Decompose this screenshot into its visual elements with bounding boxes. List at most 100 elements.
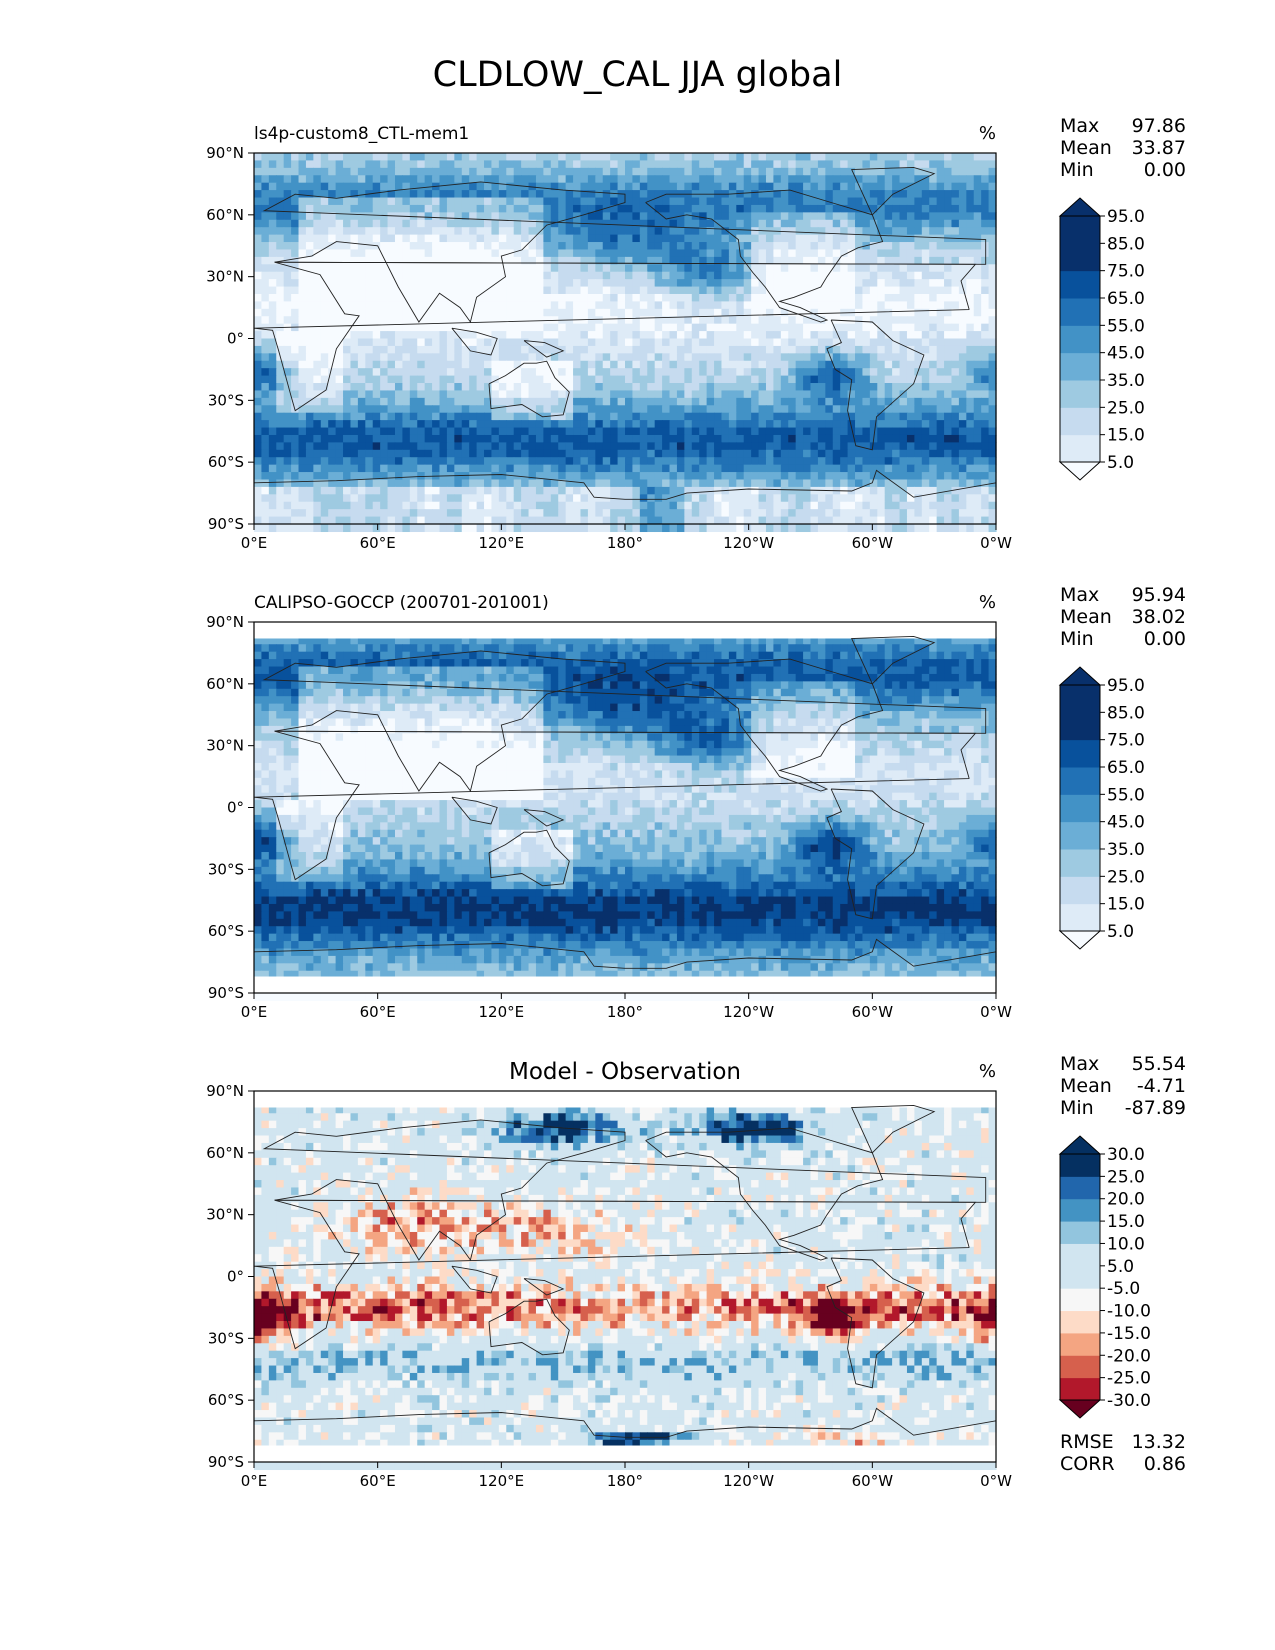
field-cell: [298, 279, 307, 288]
field-cell: [988, 405, 997, 414]
field-cell: [884, 219, 893, 228]
field-cell: [372, 420, 381, 429]
field-cell: [320, 308, 329, 317]
field-cell: [446, 383, 455, 392]
field-cell: [714, 360, 723, 369]
field-cell: [595, 293, 604, 302]
field-cell: [291, 301, 300, 310]
field-cell: [788, 271, 797, 280]
field-cell: [439, 175, 448, 184]
field-cell: [691, 264, 700, 273]
field-cell: [424, 412, 433, 421]
field-cell: [528, 472, 537, 481]
field-cell: [981, 293, 990, 302]
field-cell: [543, 457, 552, 466]
field-cell: [424, 368, 433, 377]
field-cell: [966, 301, 975, 310]
field-cell: [402, 293, 411, 302]
field-cell: [847, 434, 856, 443]
field-cell: [506, 197, 515, 206]
field-cell: [343, 301, 352, 310]
field-cell: [699, 308, 708, 317]
field-cell: [855, 486, 864, 495]
field-cell: [305, 190, 314, 199]
field-cell: [484, 323, 493, 332]
field-cell: [320, 242, 329, 251]
field-cell: [469, 242, 478, 251]
field-cell: [906, 501, 915, 510]
field-cell: [268, 190, 277, 199]
field-cell: [691, 405, 700, 414]
field-cell: [714, 293, 723, 302]
field-cell: [550, 234, 559, 243]
field-cell: [305, 449, 314, 458]
field-cell: [743, 197, 752, 206]
field-cell: [461, 227, 470, 236]
field-cell: [988, 212, 997, 221]
field-cell: [498, 390, 507, 399]
field-cell: [432, 390, 441, 399]
field-cell: [958, 271, 967, 280]
field-cell: [914, 242, 923, 251]
field-cell: [595, 405, 604, 414]
field-cell: [662, 501, 671, 510]
field-cell: [313, 472, 322, 481]
field-cell: [298, 204, 307, 213]
field-cell: [617, 249, 626, 258]
field-cell: [439, 360, 448, 369]
field-cell: [944, 271, 953, 280]
field-cell: [795, 242, 804, 251]
field-cell: [751, 427, 760, 436]
field-cell: [855, 204, 864, 213]
field-cell: [357, 153, 366, 162]
field-cell: [291, 160, 300, 169]
field-cell: [424, 420, 433, 429]
field-cell: [446, 368, 455, 377]
field-cell: [625, 316, 634, 325]
field-cell: [691, 308, 700, 317]
field-cell: [394, 405, 403, 414]
field-cell: [365, 420, 374, 429]
field-cell: [409, 227, 418, 236]
field-cell: [706, 457, 715, 466]
field-cell: [944, 434, 953, 443]
field-cell: [921, 293, 930, 302]
field-cell: [884, 427, 893, 436]
field-cell: [951, 190, 960, 199]
field-cell: [268, 434, 277, 443]
field-cell: [394, 175, 403, 184]
field-cell: [335, 293, 344, 302]
field-cell: [521, 375, 530, 384]
field-cell: [320, 249, 329, 258]
field-cell: [914, 323, 923, 332]
field-cell: [736, 420, 745, 429]
field-cell: [936, 308, 945, 317]
field-cell: [914, 412, 923, 421]
field-cell: [558, 160, 567, 169]
field-cell: [639, 353, 648, 362]
field-cell: [565, 442, 574, 451]
field-cell: [565, 360, 574, 369]
field-cell: [721, 434, 730, 443]
field-cell: [484, 160, 493, 169]
field-cell: [372, 182, 381, 191]
field-cell: [565, 427, 574, 436]
field-cell: [602, 153, 611, 162]
field-cell: [639, 449, 648, 458]
field-cell: [305, 486, 314, 495]
field-cell: [595, 353, 604, 362]
field-cell: [795, 383, 804, 392]
field-cell: [743, 212, 752, 221]
field-cell: [914, 479, 923, 488]
field-cell: [402, 501, 411, 510]
field-cell: [951, 368, 960, 377]
field-cell: [261, 368, 270, 377]
field-cell: [491, 204, 500, 213]
field-cell: [699, 153, 708, 162]
field-cell: [595, 479, 604, 488]
field-cell: [869, 227, 878, 236]
field-cell: [699, 397, 708, 406]
field-cell: [632, 182, 641, 191]
field-cell: [751, 308, 760, 317]
field-cell: [595, 501, 604, 510]
